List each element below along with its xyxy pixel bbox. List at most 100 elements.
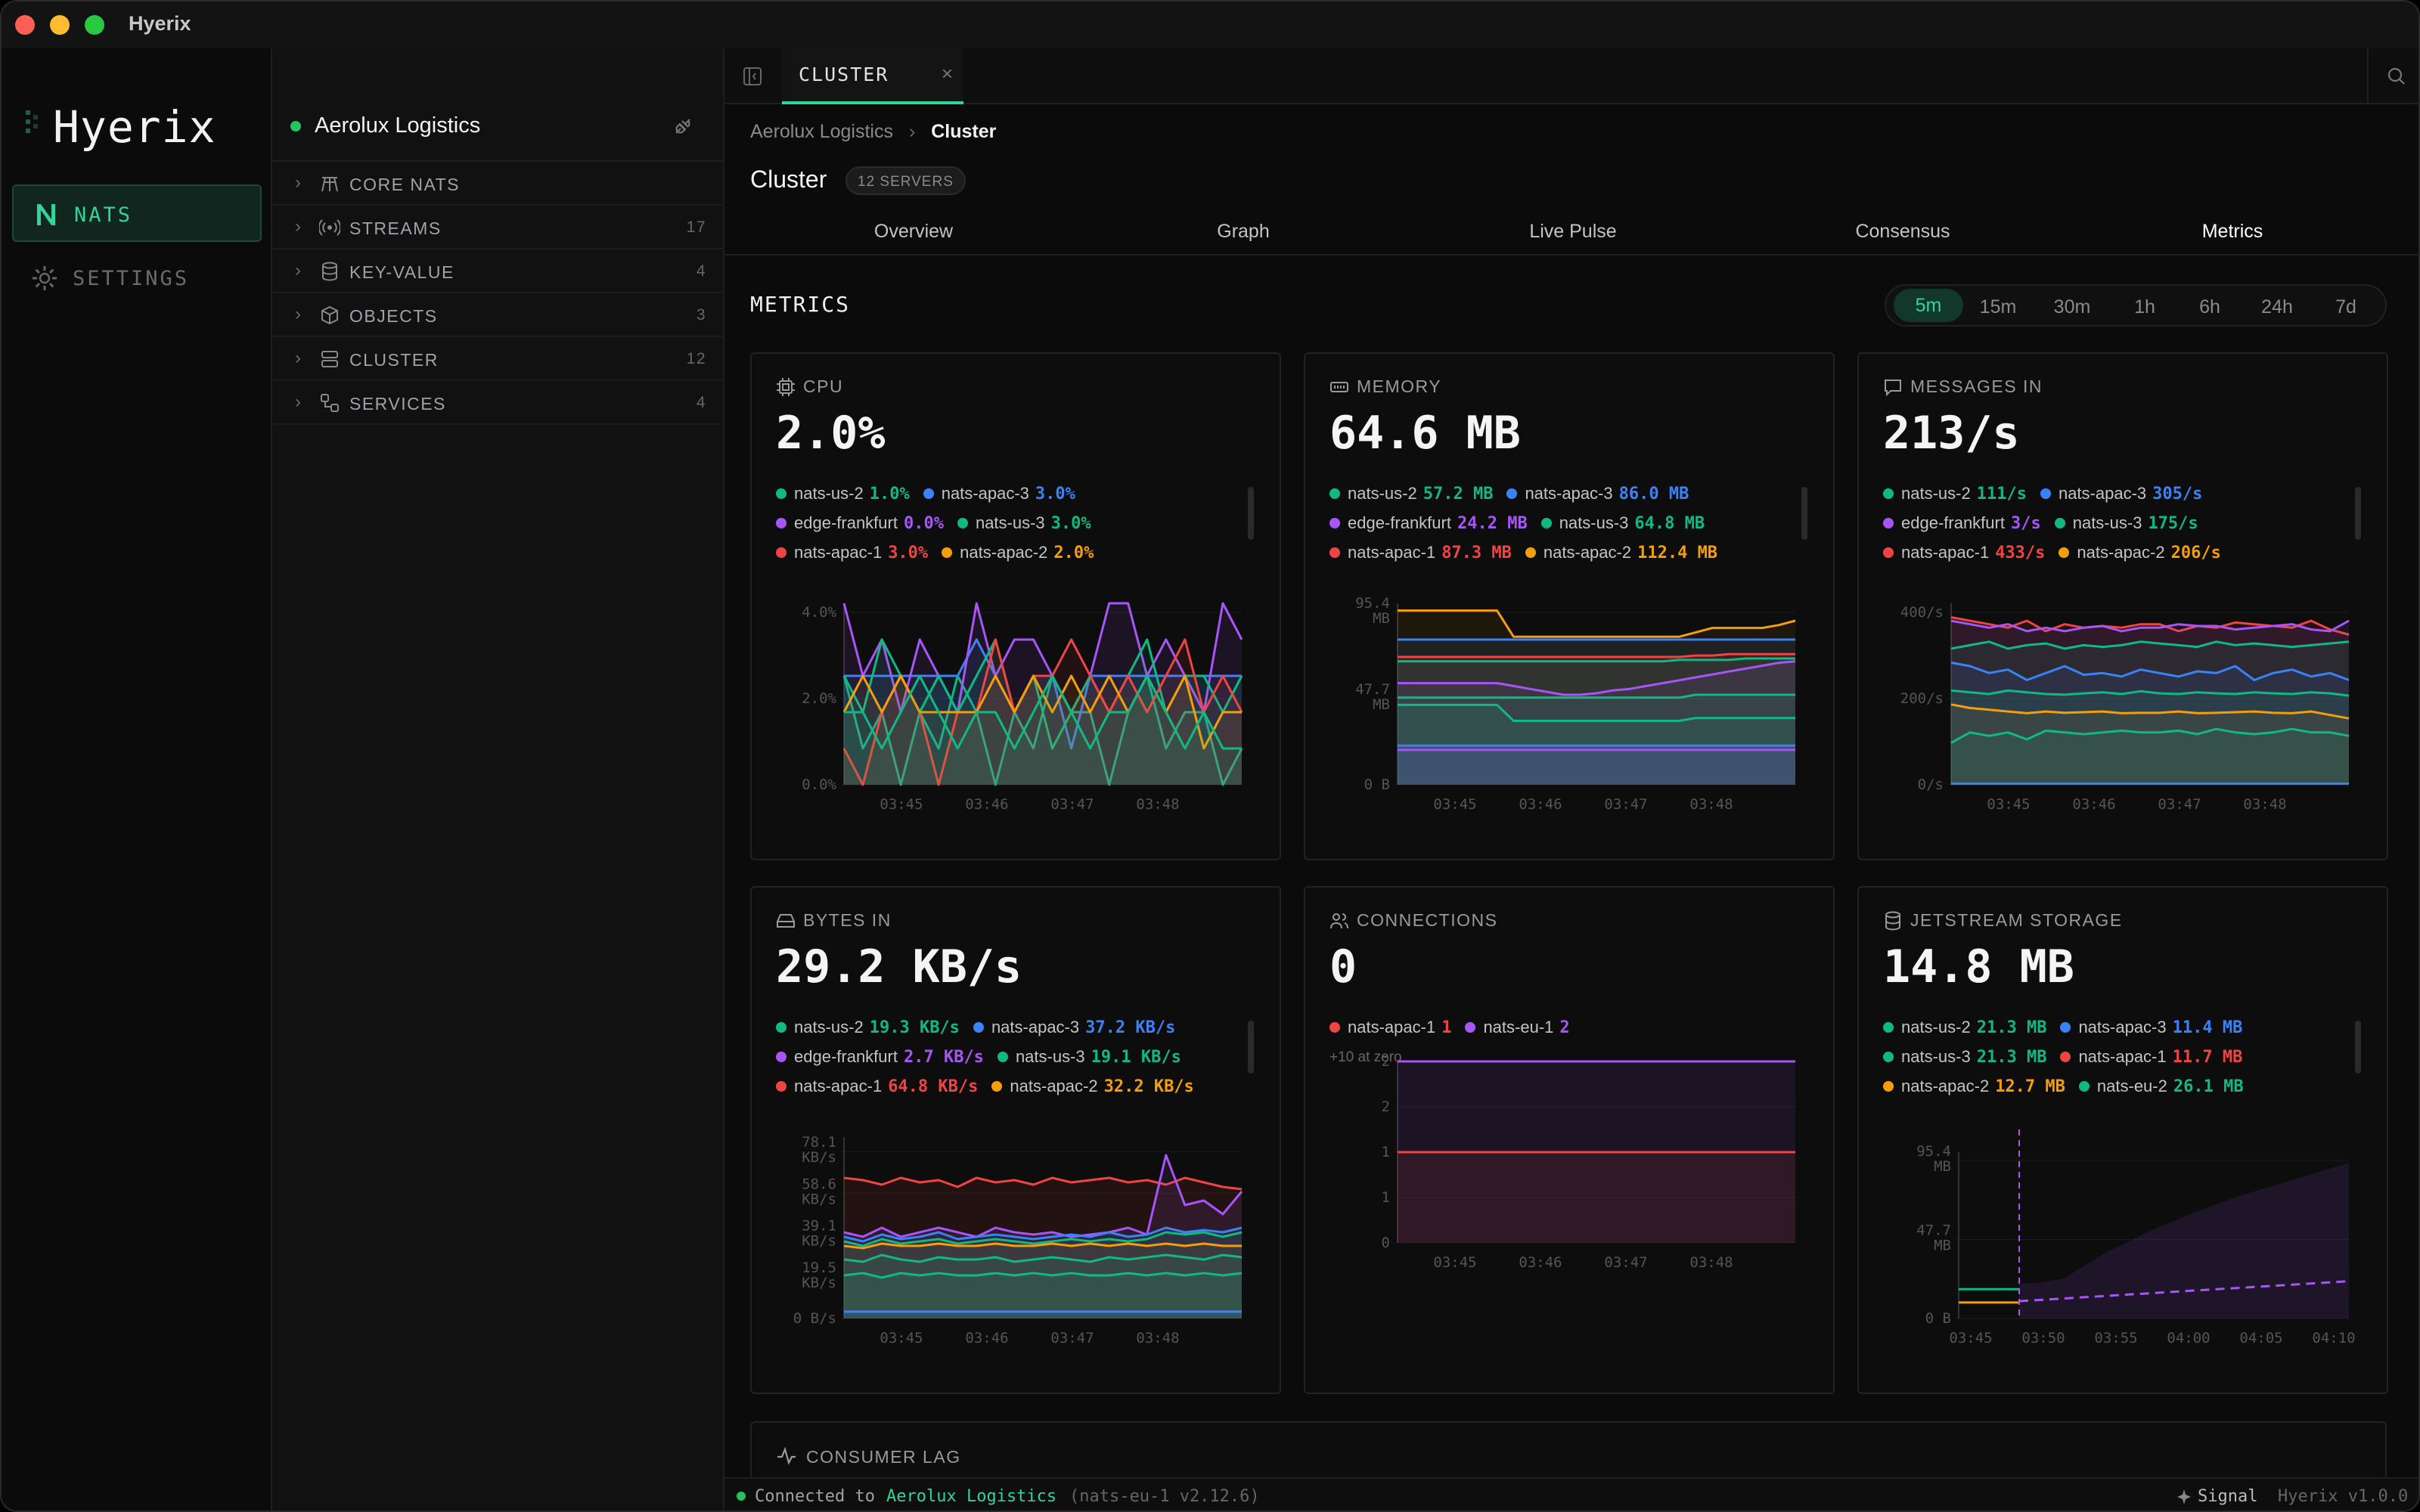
legend-item[interactable]: nats-apac-2 206/s [2059,538,2221,568]
chevron-right-icon: › [295,260,302,280]
x-tick-label: 03:48 [2243,796,2286,813]
series-trend-nats-eu-1-trend [2018,1280,2350,1303]
legend-name: nats-us-2 [794,484,864,503]
metric-card-bytes-in: BYTES IN 29.2 KB/s nats-us-2 19.3 KB/s nats-… [750,886,1281,1394]
legend-item[interactable]: nats-apac-3 11.4 MB [2060,1013,2242,1043]
y-tick-label: 1 [1382,1144,1390,1160]
legend-value: 3.0% [888,544,929,562]
legend-item[interactable]: nats-us-2 19.3 KB/s [776,1013,960,1043]
legend-scrollbar[interactable] [2355,487,2361,540]
legend-dot [957,518,968,528]
legend-item[interactable]: nats-apac-1 433/s [1883,538,2045,568]
legend-item[interactable]: nats-us-2 111/s [1883,479,2027,509]
x-tick-label: 03:47 [1604,796,1647,813]
breadcrumb-root[interactable]: Aerolux Logistics [750,121,893,142]
close-tab-icon[interactable]: × [941,62,953,85]
legend-dot [2060,1022,2071,1033]
legend-item[interactable]: edge-frankfurt 24.2 MB [1329,509,1528,538]
disconnect-plug-icon[interactable] [670,113,696,139]
y-tick-label: MB [1373,696,1390,713]
card-title: MESSAGES IN [1883,376,2043,397]
legend-item[interactable]: nats-us-2 57.2 MB [1329,479,1493,509]
legend-item[interactable]: nats-apac-2 2.0% [942,538,1094,568]
series-line-nats-eu-2 [1398,703,1795,722]
tree-item-label: OBJECTS [349,306,438,326]
legend-item[interactable]: edge-frankfurt 3/s [1883,509,2041,538]
search-button[interactable] [2367,48,2418,104]
legend-item[interactable]: nats-apac-1 87.3 MB [1329,538,1512,568]
legend-value: 2 [1559,1018,1570,1037]
legend-item[interactable]: nats-eu-2 26.1 MB [2078,1072,2244,1101]
subtab-live-pulse[interactable]: Live Pulse [1529,221,1617,242]
maximize-window-button[interactable] [85,15,104,35]
card-legend: nats-apac-1 1 nats-eu-1 2 +10 at zero [1329,1013,1791,1102]
legend-item[interactable]: nats-us-2 1.0% [776,479,910,509]
y-tick-label: 2 [1382,1053,1390,1070]
legend-item[interactable]: nats-apac-2 112.4 MB [1525,538,1717,568]
tree-item-key-value[interactable]: › KEY-VALUE 4 [272,249,724,293]
range-15m[interactable]: 15m [1979,296,2017,318]
legend-item[interactable]: edge-frankfurt 0.0% [776,509,944,538]
hard-drive-icon [777,914,795,928]
signal-label[interactable]: Signal [2198,1487,2258,1506]
close-window-button[interactable] [15,15,35,35]
toggle-sidebar-icon[interactable] [743,67,762,86]
subtab-overview[interactable]: Overview [873,221,954,242]
y-tick-label: 2 [1382,1098,1390,1115]
nav-nats[interactable]: NATS [12,184,262,242]
legend-item[interactable]: nats-apac-3 37.2 KB/s [973,1013,1175,1043]
legend-item[interactable]: nats-apac-2 32.2 KB/s [991,1072,1194,1101]
legend-item[interactable]: nats-apac-3 3.0% [923,479,1075,509]
legend-item[interactable]: nats-us-2 21.3 MB [1883,1013,2046,1043]
legend-value: 24.2 MB [1457,514,1528,533]
minimize-window-button[interactable] [50,15,70,35]
tab-cluster[interactable]: CLUSTER × [782,48,963,104]
legend-scrollbar[interactable] [1248,487,1254,540]
tree-item-objects[interactable]: › OBJECTS 3 [272,293,724,337]
series-line-edge-frankfurt [843,1154,1243,1238]
legend-item[interactable]: nats-apac-1 11.7 MB [2060,1043,2242,1072]
y-tick-label: 47.7 [1916,1222,1951,1239]
metric-card-connections: CONNECTIONS 0 nats-apac-1 1 nats-eu-1 2 +10 at… [1304,886,1835,1394]
legend-scrollbar[interactable] [2355,1021,2361,1074]
nav-settings[interactable]: SETTINGS [12,249,262,307]
legend-item[interactable]: nats-us-3 175/s [2054,509,2198,538]
legend-scrollbar[interactable] [1801,487,1807,540]
series-line-nats-us-3 [1950,640,2350,650]
legend-item[interactable]: nats-apac-2 12.7 MB [1883,1072,2065,1101]
legend-dot [1883,1081,1894,1092]
legend-item[interactable]: nats-apac-1 64.8 KB/s [776,1072,978,1101]
tree-item-cluster[interactable]: › CLUSTER 12 [272,337,724,381]
legend-item[interactable]: nats-apac-1 1 [1329,1013,1451,1043]
legend-scrollbar[interactable] [1248,1021,1254,1074]
subtab-consensus[interactable]: Consensus [1855,221,1950,242]
series-area-nats-eu-1 [1398,749,1795,785]
range-5m[interactable]: 5m [1894,289,1963,322]
range-7d[interactable]: 7d [2335,296,2356,318]
tree-item-services[interactable]: › SERVICES 4 [272,381,724,425]
legend-name: nats-eu-1 [1483,1018,1554,1036]
connection-header[interactable]: Aerolux Logistics [272,48,724,162]
search-icon [2387,67,2405,85]
range-6h[interactable]: 6h [2199,296,2220,318]
subtab-metrics[interactable]: Metrics [2201,221,2263,242]
range-24h[interactable]: 24h [2261,296,2293,318]
tree-item-streams[interactable]: › STREAMS 17 [272,206,724,249]
legend-item[interactable]: nats-us-3 21.3 MB [1883,1043,2046,1072]
legend-item[interactable]: nats-us-3 64.8 MB [1540,509,1705,538]
legend-item[interactable]: nats-eu-1 2 [1465,1013,1570,1043]
range-30m[interactable]: 30m [2053,296,2091,318]
legend-item[interactable]: edge-frankfurt 2.7 KB/s [776,1043,984,1072]
legend-item[interactable]: nats-apac-3 305/s [2040,479,2202,509]
x-tick-label: 03:47 [1050,796,1094,813]
tree-item-core-nats[interactable]: › CORE NATS [272,162,724,206]
series-area-nats-us-3 [844,1273,1242,1318]
subtab-graph[interactable]: Graph [1217,221,1270,242]
legend-item[interactable]: nats-us-3 19.1 KB/s [997,1043,1181,1072]
legend-item[interactable]: nats-apac-3 86.0 MB [1506,479,1689,509]
range-1h[interactable]: 1h [2134,296,2155,318]
legend-item[interactable]: nats-apac-1 3.0% [776,538,928,568]
legend-item[interactable]: nats-us-3 3.0% [957,509,1091,538]
series-line-nats-apac-3 [1950,662,2350,681]
